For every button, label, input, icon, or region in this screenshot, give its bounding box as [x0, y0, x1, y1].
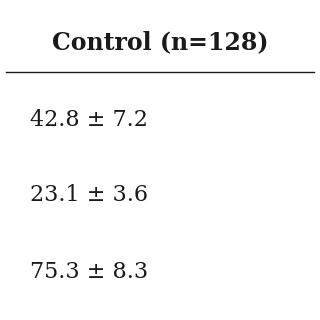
Text: 42.8 ± 7.2: 42.8 ± 7.2 — [30, 109, 148, 131]
Text: 75.3 ± 8.3: 75.3 ± 8.3 — [30, 261, 148, 283]
Text: 23.1 ± 3.6: 23.1 ± 3.6 — [30, 184, 148, 206]
Text: Control (n=128): Control (n=128) — [52, 30, 268, 54]
